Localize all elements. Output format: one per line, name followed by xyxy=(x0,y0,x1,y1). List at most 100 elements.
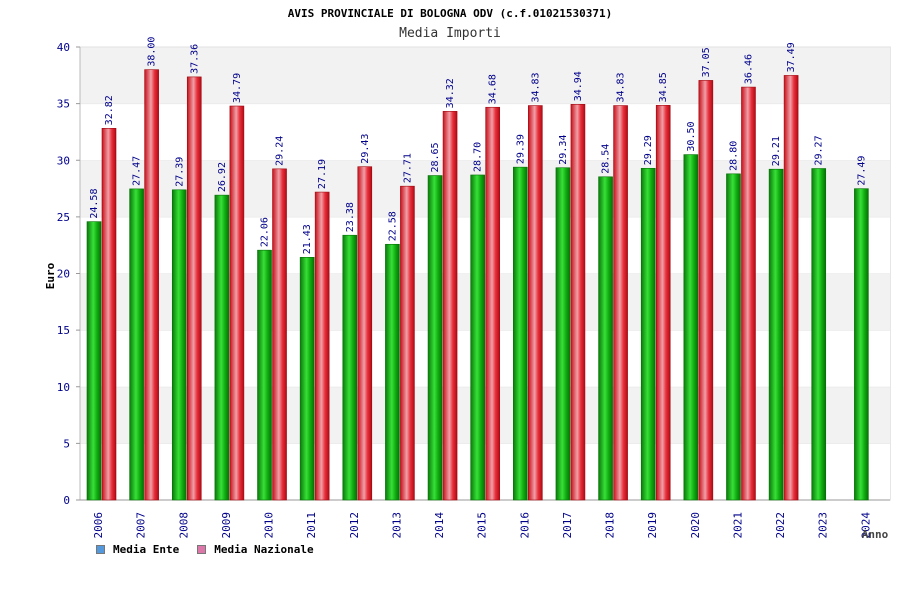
bar-label-media-nazionale: 37.49 xyxy=(786,42,797,72)
x-tick-label: 2018 xyxy=(604,512,617,539)
legend-swatch-media-nazionale xyxy=(197,545,207,554)
chart-subtitle: Media Importi xyxy=(399,26,501,41)
bar-media-nazionale xyxy=(485,106,500,501)
bar-media-ente xyxy=(555,167,571,501)
chart-title: AVIS PROVINCIALE DI BOLOGNA ODV (c.f.010… xyxy=(288,7,613,20)
bar-media-ente xyxy=(257,249,272,501)
bar-label-media-ente: 29.39 xyxy=(515,134,526,164)
x-tick-label: 2021 xyxy=(731,512,744,539)
y-tick-label: 0 xyxy=(63,494,70,507)
bar-media-ente xyxy=(811,168,827,501)
bar-media-ente xyxy=(171,189,187,501)
legend-label-media-ente: Media Ente xyxy=(113,543,180,556)
legend-swatch-media-ente xyxy=(96,545,105,554)
bar-media-ente xyxy=(640,167,656,501)
bar-label-media-nazionale: 27.71 xyxy=(402,153,413,183)
bar-label-media-nazionale: 38.00 xyxy=(147,37,158,67)
bar-media-ente xyxy=(86,221,102,501)
bar-label-media-nazionale: 27.19 xyxy=(317,159,328,189)
bar-media-nazionale xyxy=(357,166,373,501)
bar-labels-group: 24.58 32.82 27.47 38.00 27.39 37.36 26.92 34.79… xyxy=(89,37,867,255)
bar-label-media-ente: 22.58 xyxy=(387,211,398,241)
y-tick-label: 10 xyxy=(57,381,70,394)
x-axis-label: Anno xyxy=(862,528,889,541)
bar-media-nazionale xyxy=(186,76,202,501)
x-tick-label: 2011 xyxy=(305,512,318,539)
bar-label-media-ente: 30.50 xyxy=(686,121,697,151)
bar-media-ente xyxy=(683,154,699,501)
x-tick-label: 2008 xyxy=(177,512,190,539)
y-axis-label: Euro xyxy=(44,262,57,289)
bar-label-media-ente: 28.70 xyxy=(473,142,484,172)
bar-label-media-nazionale: 29.24 xyxy=(275,136,286,166)
y-tick-label: 25 xyxy=(57,211,70,224)
bar-label-media-nazionale: 36.46 xyxy=(743,54,754,84)
bar-label-media-ente: 28.65 xyxy=(430,142,441,172)
legend-item-media-nazionale: Media Nazionale xyxy=(197,543,314,556)
bar-label-media-ente: 28.80 xyxy=(728,141,739,171)
bar-media-nazionale xyxy=(144,69,159,501)
bar-media-ente xyxy=(513,166,528,501)
x-tick-label: 2007 xyxy=(135,512,148,539)
y-axis: 0 5 10 15 20 25 30 35 40 xyxy=(57,41,81,507)
bar-label-media-ente: 27.39 xyxy=(174,157,185,187)
x-tick-label: 2010 xyxy=(263,512,276,539)
bar-media-nazionale xyxy=(400,185,415,501)
bar-label-media-nazionale: 37.05 xyxy=(701,47,712,77)
x-tick-label: 2023 xyxy=(817,512,830,539)
bar-label-media-ente: 28.54 xyxy=(601,144,612,174)
y-tick-label: 30 xyxy=(57,154,70,167)
bar-label-media-ente: 29.34 xyxy=(558,135,569,165)
bar-media-nazionale xyxy=(528,105,543,501)
bar-label-media-ente: 21.43 xyxy=(302,224,313,254)
bar-label-media-ente: 27.49 xyxy=(856,156,867,186)
x-tick-label: 2024 xyxy=(859,512,872,539)
x-tick-label: 2009 xyxy=(220,512,233,539)
bar-label-media-ente: 22.06 xyxy=(260,217,271,247)
y-tick-label: 40 xyxy=(57,41,70,54)
legend: Media Ente Media Nazionale xyxy=(96,543,332,556)
x-tick-label: 2013 xyxy=(390,512,403,539)
legend-label-media-nazionale: Media Nazionale xyxy=(214,543,314,556)
bar-label-media-ente: 23.38 xyxy=(345,202,356,232)
bar-media-ente xyxy=(427,175,443,501)
y-tick-label: 20 xyxy=(57,268,70,281)
bar-media-nazionale xyxy=(698,80,714,501)
x-tick-label: 2019 xyxy=(646,512,659,539)
bar-media-ente xyxy=(854,188,869,501)
bar-media-nazionale xyxy=(101,128,117,501)
bar-media-nazionale xyxy=(741,86,756,501)
x-axis: 2006 2007 2008 2009 2010 2011 2012 2013 2014 2015… xyxy=(80,499,890,539)
bar-label-media-nazionale: 34.68 xyxy=(488,74,499,104)
bar-media-nazionale xyxy=(783,75,799,501)
bar-media-ente xyxy=(385,243,400,501)
bar-label-media-ente: 29.21 xyxy=(771,136,782,166)
bar-media-ente xyxy=(470,174,485,501)
bar-media-ente xyxy=(299,257,315,501)
legend-item-media-ente: Media Ente xyxy=(96,543,179,556)
bar-label-media-nazionale: 34.85 xyxy=(658,72,669,102)
y-tick-label: 5 xyxy=(63,437,70,450)
bar-label-media-ente: 27.47 xyxy=(132,156,143,186)
bar-label-media-ente: 29.27 xyxy=(814,135,825,165)
bar-media-ente xyxy=(129,188,144,501)
bar-label-media-ente: 29.29 xyxy=(643,135,654,165)
bar-media-nazionale xyxy=(613,105,628,501)
bar-media-ente xyxy=(726,173,741,501)
x-tick-label: 2016 xyxy=(518,512,531,539)
x-tick-label: 2020 xyxy=(689,512,702,539)
bar-media-ente xyxy=(768,168,784,501)
bar-label-media-ente: 26.92 xyxy=(217,162,228,192)
x-tick-label: 2022 xyxy=(774,512,787,539)
bar-label-media-nazionale: 34.32 xyxy=(445,78,456,108)
bar-label-media-nazionale: 34.79 xyxy=(232,73,243,103)
bar-media-nazionale xyxy=(272,168,287,501)
x-tick-label: 2006 xyxy=(92,512,105,539)
bar-media-nazionale xyxy=(570,104,586,501)
x-tick-label: 2015 xyxy=(476,512,489,539)
bar-label-media-ente: 24.58 xyxy=(89,189,100,219)
bar-media-nazionale xyxy=(655,105,671,501)
bar-label-media-nazionale: 29.43 xyxy=(360,134,371,164)
y-tick-label: 15 xyxy=(57,324,70,337)
